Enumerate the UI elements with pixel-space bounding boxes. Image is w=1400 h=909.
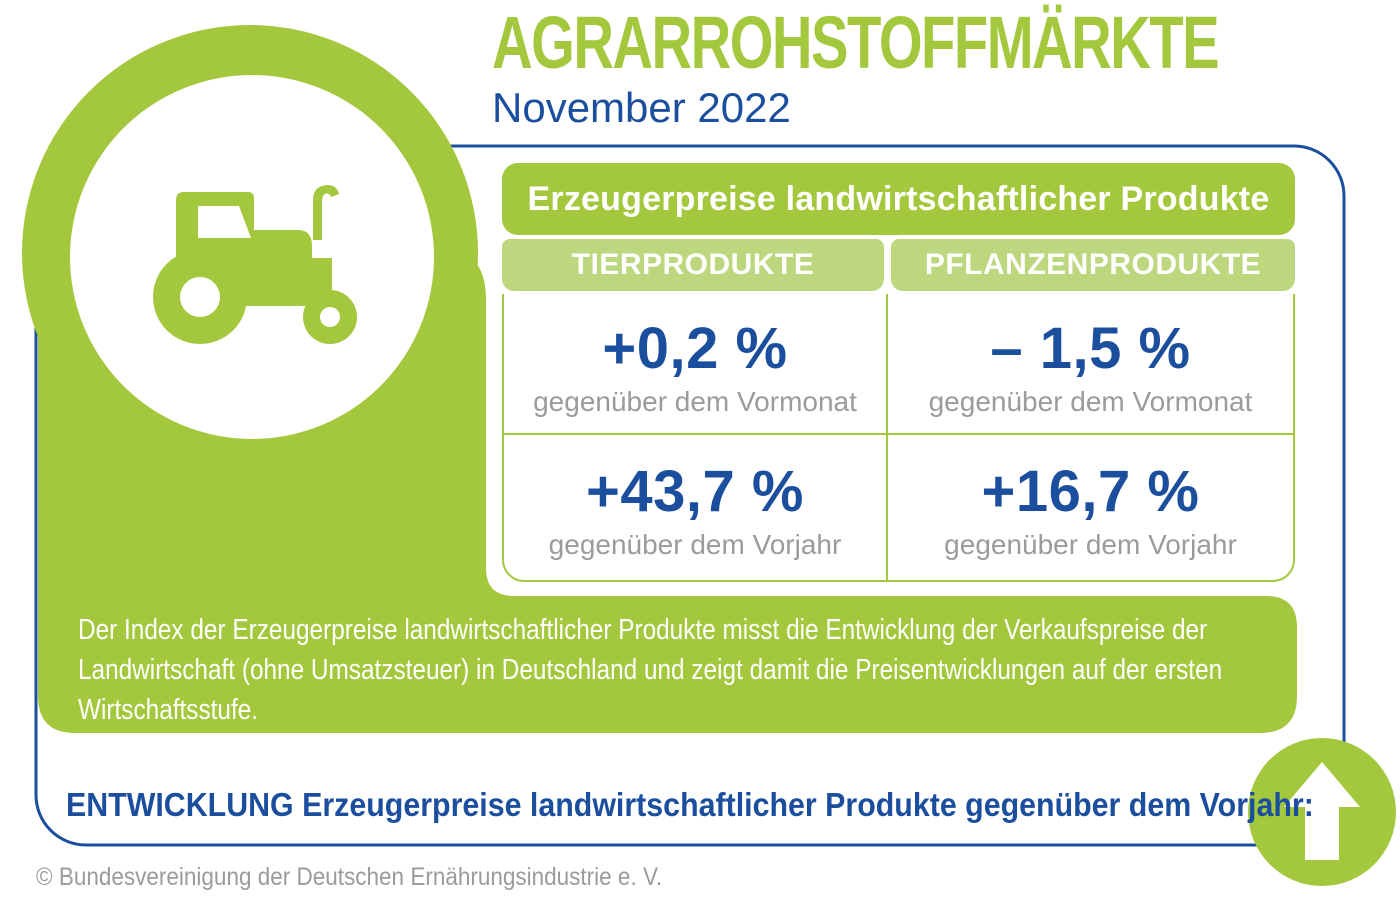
grid-divider-vertical-top [886, 294, 888, 433]
tractor-exhaust [313, 185, 339, 240]
grid-divider-horizontal-right [888, 433, 1293, 435]
index-description: Der Index der Erzeugerpreise landwirtsch… [78, 614, 1223, 726]
table-title: Erzeugerpreise landwirtschaftlicher Prod… [502, 163, 1295, 235]
tractor-rear-hub [180, 277, 220, 317]
cell-animal-vs-month: +0,2 % gegenüber dem Vormonat [504, 294, 886, 433]
tractor-icon [153, 185, 357, 344]
tractor-front-hub [320, 307, 340, 327]
tractor-hood [254, 230, 312, 302]
value-animal-vs-year: +43,7 % [586, 459, 804, 524]
column-header-animal-products: TIERPRODUKTE [502, 239, 884, 291]
arrow-up-glyph [1284, 762, 1360, 860]
grid-divider-vertical-bottom [886, 435, 888, 580]
value-plant-vs-month: – 1,5 % [990, 316, 1191, 381]
producer-price-table: Erzeugerpreise landwirtschaftlicher Prod… [502, 163, 1295, 582]
table-value-grid: +0,2 % gegenüber dem Vormonat – 1,5 % ge… [502, 294, 1295, 582]
value-plant-vs-year: +16,7 % [981, 459, 1200, 524]
caption-animal-vs-month: gegenüber dem Vormonat [533, 386, 857, 417]
tractor-window [198, 206, 251, 238]
page-subtitle: November 2022 [492, 84, 791, 131]
column-header-plant-products: PFLANZENPRODUKTE [891, 239, 1295, 291]
grid-divider-horizontal-left [504, 433, 886, 435]
description-band [38, 568, 1297, 733]
caption-animal-vs-year: gegenüber dem Vorjahr [548, 529, 842, 560]
caption-plant-vs-year: gegenüber dem Vorjahr [944, 529, 1237, 560]
cell-animal-vs-year: +43,7 % gegenüber dem Vorjahr [504, 435, 886, 580]
development-heading: ENTWICKLUNG Erzeugerpreise landwirtschaf… [66, 786, 1314, 823]
caption-plant-vs-month: gegenüber dem Vormonat [928, 386, 1253, 417]
cell-plant-vs-year: +16,7 % gegenüber dem Vorjahr [888, 435, 1293, 580]
grid-divider-center [886, 433, 888, 435]
copyright-note: © Bundesvereinigung der Deutschen Ernähr… [36, 863, 663, 891]
arrow-up-icon [1248, 738, 1396, 886]
table-column-headers: TIERPRODUKTE PFLANZENPRODUKTE [502, 239, 1295, 291]
page-title: AGRARROHSTOFFMÄRKTE [492, 1, 1220, 84]
frame-border [34, 144, 1346, 847]
value-animal-vs-month: +0,2 % [602, 316, 788, 381]
cell-plant-vs-month: – 1,5 % gegenüber dem Vormonat [888, 294, 1293, 433]
